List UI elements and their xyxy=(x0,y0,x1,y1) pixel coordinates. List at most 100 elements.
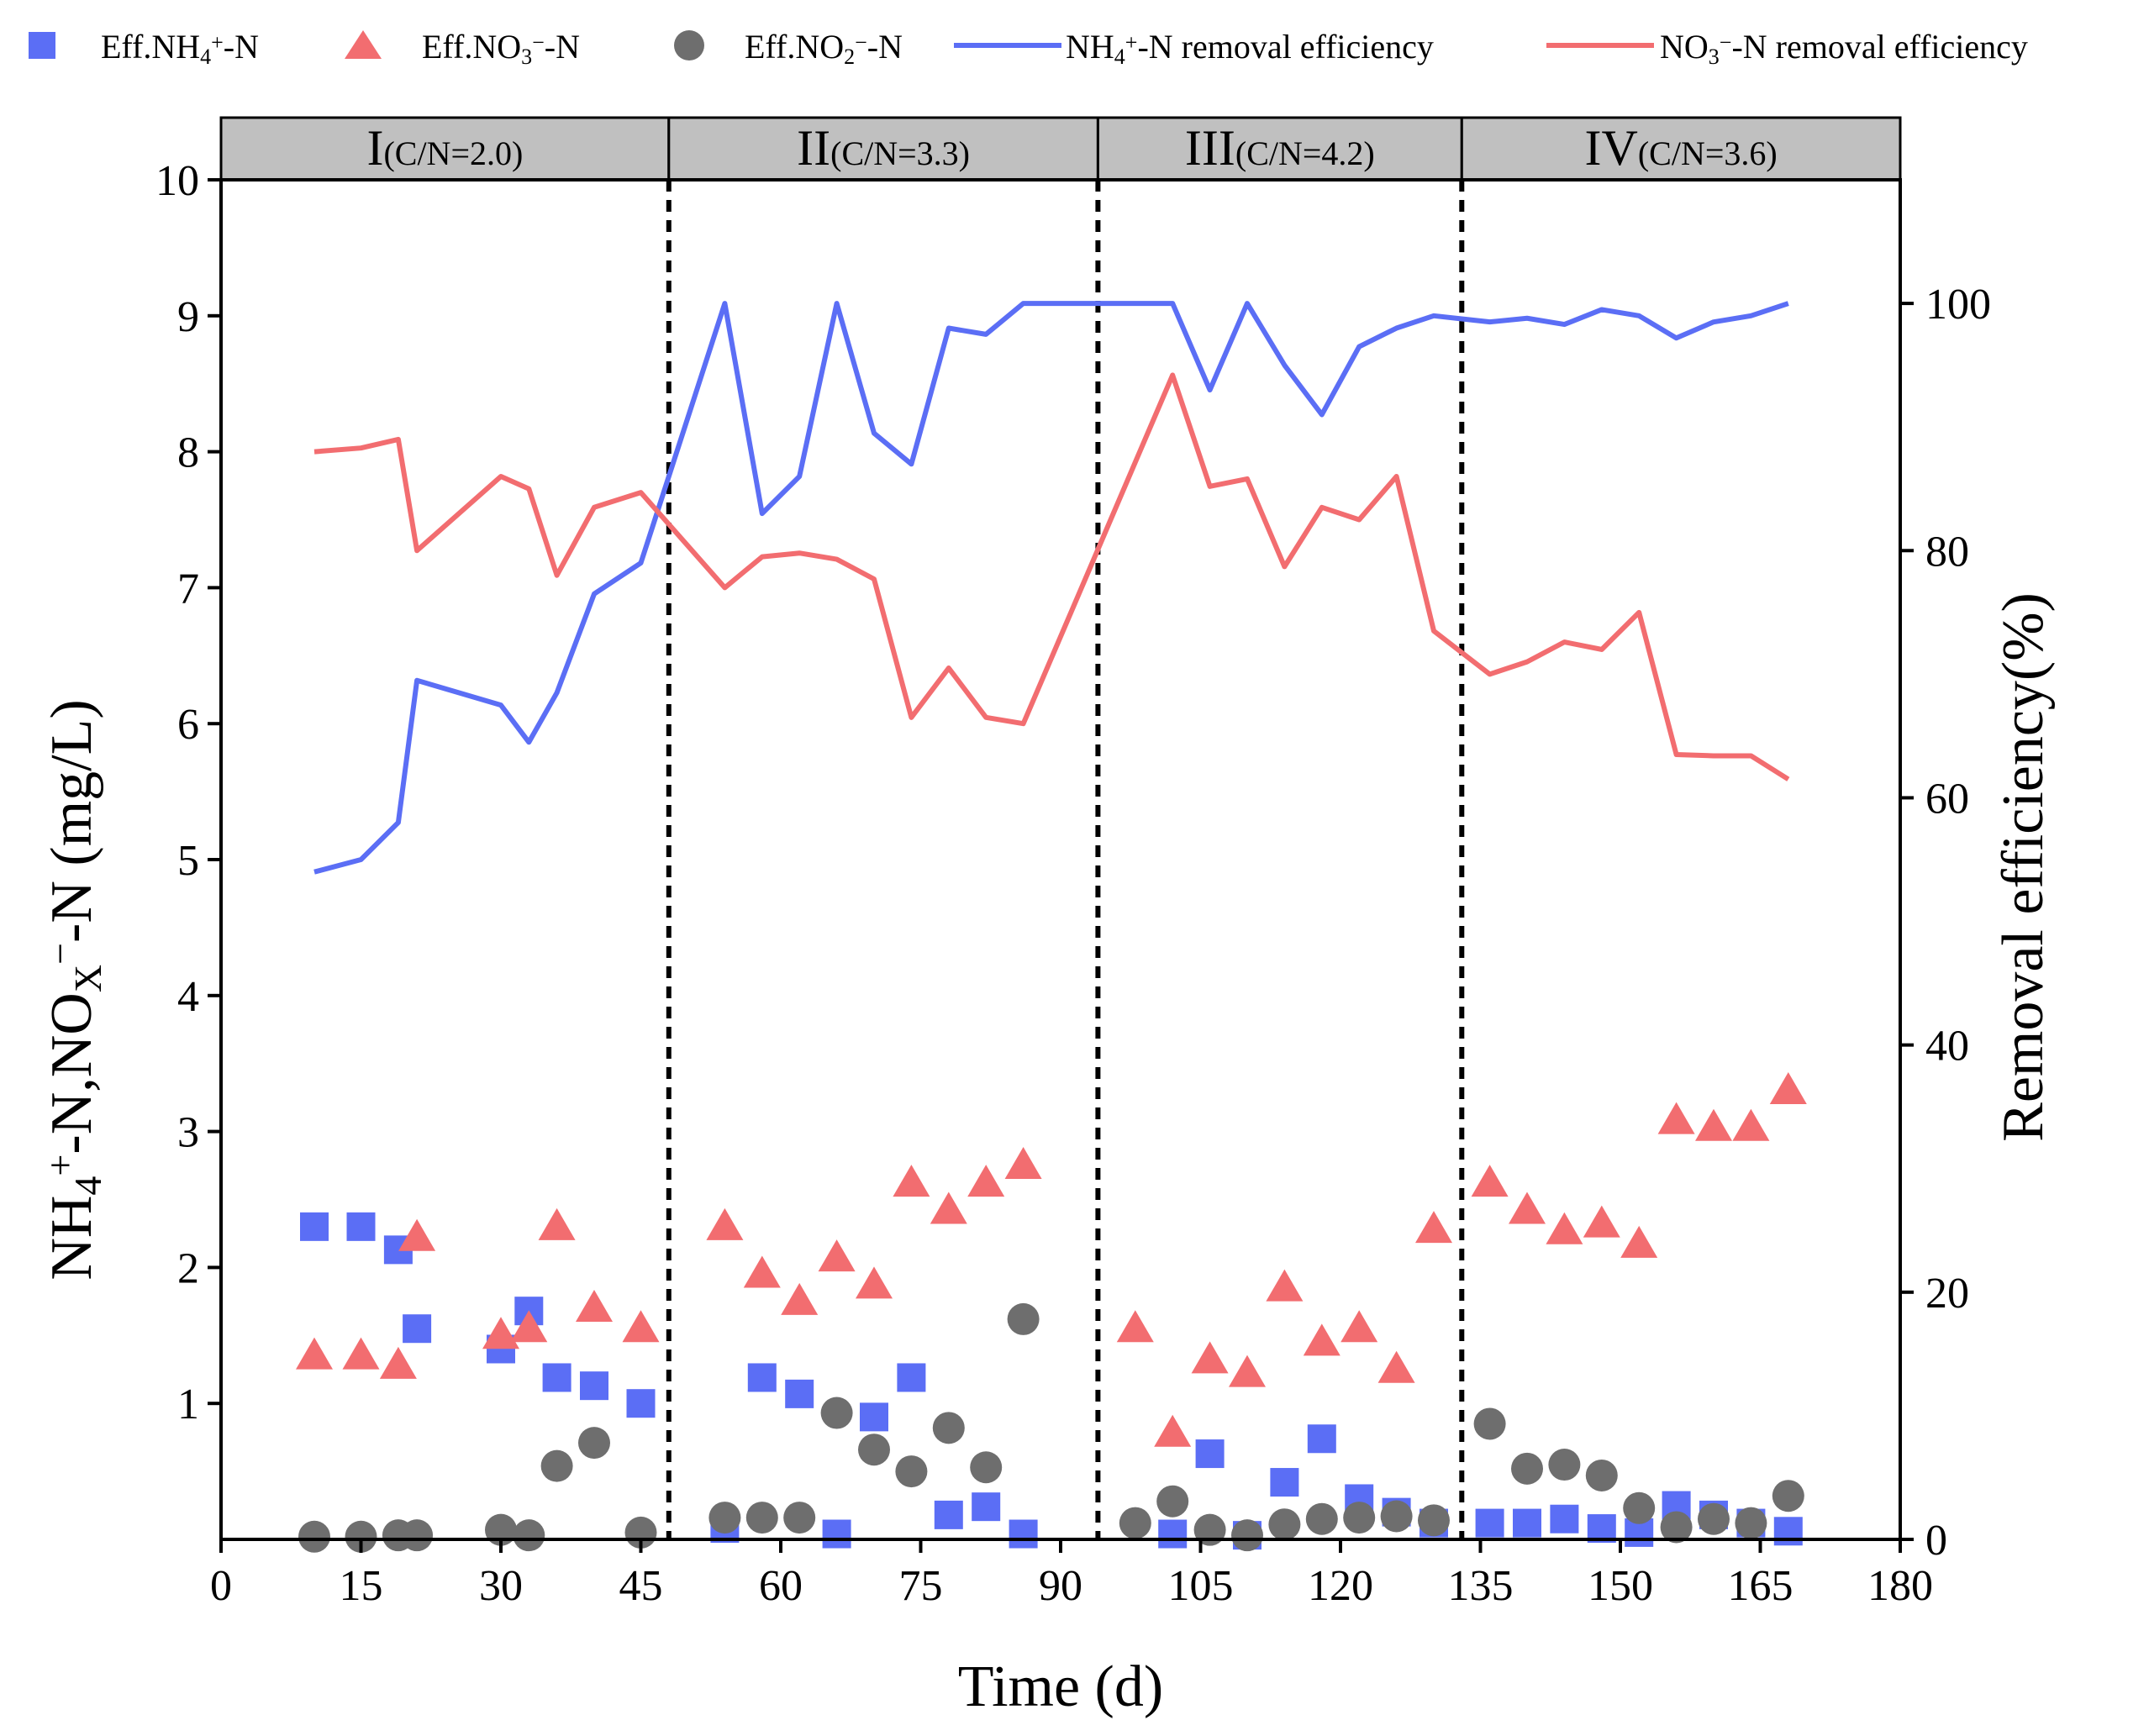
x-tick-label: 180 xyxy=(1867,1562,1933,1610)
nh4-point xyxy=(1475,1508,1504,1538)
no2-point xyxy=(513,1519,545,1552)
no3-point xyxy=(1657,1102,1695,1134)
y-right-tick-label: 40 xyxy=(1925,1023,1969,1071)
legend-label-no3-removal: NO3−-N removal efficiency xyxy=(1660,28,2028,69)
x-tick-label: 90 xyxy=(1039,1562,1082,1610)
x-tick-label: 0 xyxy=(210,1562,232,1610)
no2-point xyxy=(1007,1302,1040,1335)
no2-point xyxy=(1511,1452,1543,1485)
legend-marker-eff-nh4 xyxy=(29,32,55,59)
y-right-tick-label: 20 xyxy=(1925,1270,1969,1318)
nh4-point xyxy=(1773,1517,1803,1546)
no2-point xyxy=(345,1520,377,1553)
no2-point xyxy=(1623,1491,1656,1524)
no3-point xyxy=(538,1207,576,1240)
phase-label: II(C/N=3.3) xyxy=(797,120,970,176)
y-left-tick-label: 9 xyxy=(177,293,199,341)
plot-frame xyxy=(219,178,1902,1541)
no3-point xyxy=(482,1317,519,1349)
phase-label: IV(C/N=3.6) xyxy=(1585,120,1778,176)
no3-point xyxy=(510,1310,548,1343)
nh4-point xyxy=(1009,1519,1038,1549)
no3-point xyxy=(342,1337,380,1370)
no2-point xyxy=(1772,1480,1804,1512)
x-tick-label: 60 xyxy=(759,1562,803,1610)
no2-point xyxy=(1380,1500,1413,1533)
y-axis-title-left: NH4+-N,NOX−-N (mg/L) xyxy=(39,699,108,1280)
nh4-point xyxy=(934,1500,963,1529)
no2-point xyxy=(1585,1459,1618,1491)
no3-point xyxy=(967,1165,1005,1197)
axes: 0 15 30 45 60 75 90 105 120 135 150 165 180123456789… xyxy=(155,157,1991,1610)
no2-point xyxy=(783,1502,816,1534)
phase-band: I(C/N=2.0) II(C/N=3.3) III(C/N=4.2) IV(C/N=… xyxy=(219,116,1902,181)
y-right-tick-label: 0 xyxy=(1925,1517,1947,1565)
no2-point xyxy=(298,1520,330,1553)
no2-point xyxy=(1156,1485,1189,1518)
x-tick-label: 15 xyxy=(340,1562,383,1610)
no3-point xyxy=(1695,1108,1732,1141)
nh4-point xyxy=(972,1492,1001,1522)
x-tick-label: 165 xyxy=(1728,1562,1793,1610)
x-tick-label: 105 xyxy=(1168,1562,1234,1610)
y-axis-title-right: Removal efficiency(%) xyxy=(1991,592,2056,1142)
no2-point xyxy=(1343,1502,1376,1534)
no2-point xyxy=(932,1412,965,1444)
phase-label: III(C/N=4.2) xyxy=(1185,120,1375,176)
no3-point xyxy=(1340,1310,1378,1343)
legend: Eff.NH4+-N Eff.NO3−-N Eff.NO2−-N NH4+-N … xyxy=(29,28,2028,69)
x-tick-label: 150 xyxy=(1588,1562,1653,1610)
no3-point xyxy=(1471,1165,1509,1197)
x-tick-label: 135 xyxy=(1448,1562,1514,1610)
y-right-tick-label: 60 xyxy=(1925,775,1969,823)
nh4-point xyxy=(1158,1519,1188,1549)
no3-point xyxy=(1191,1341,1229,1374)
nh4-point xyxy=(580,1371,608,1401)
no3-point xyxy=(930,1192,967,1224)
no2-point xyxy=(1660,1511,1693,1544)
no2-point xyxy=(708,1502,741,1534)
phase-label: I(C/N=2.0) xyxy=(366,120,523,176)
y-left-tick-label: 1 xyxy=(177,1381,199,1428)
no2-point xyxy=(401,1519,434,1552)
nh4-point xyxy=(1550,1504,1579,1533)
no3-point xyxy=(1266,1269,1304,1302)
nh4-point xyxy=(1270,1468,1299,1497)
legend-marker-eff-no3 xyxy=(345,30,382,59)
nh4-point xyxy=(747,1363,777,1392)
no2-point xyxy=(858,1434,890,1466)
no2-point xyxy=(1698,1502,1730,1535)
no2-point xyxy=(1473,1407,1506,1440)
nh4-point xyxy=(346,1212,376,1241)
no2-point xyxy=(1231,1519,1263,1552)
x-tick-label: 45 xyxy=(619,1562,663,1610)
no2-point xyxy=(745,1502,778,1534)
nh4-point xyxy=(626,1389,656,1418)
y-left-tick-label: 3 xyxy=(177,1109,199,1157)
y-left-tick-label: 8 xyxy=(177,429,199,477)
no2-point xyxy=(1735,1507,1767,1539)
no3-point xyxy=(818,1239,856,1272)
legend-label-eff-nh4: Eff.NH4+-N xyxy=(101,28,259,69)
no2-point xyxy=(820,1397,853,1429)
phase-band-cell xyxy=(1460,116,1902,181)
no3-point xyxy=(622,1310,660,1343)
y-left-tick-label: 5 xyxy=(177,837,199,885)
y-left-tick-label: 7 xyxy=(177,565,199,613)
nh4-point xyxy=(897,1363,926,1392)
nh4-point xyxy=(403,1314,432,1344)
nh4-point xyxy=(1307,1424,1336,1454)
no3-point xyxy=(398,1218,436,1251)
nh4-point xyxy=(1513,1508,1541,1538)
nh4-point xyxy=(300,1212,329,1241)
no3-point xyxy=(1546,1212,1583,1244)
no2-point xyxy=(1268,1508,1301,1541)
legend-marker-eff-no2 xyxy=(674,30,704,60)
no3-point xyxy=(1769,1072,1807,1105)
no3-point xyxy=(379,1346,417,1379)
x-axis-title: Time (d) xyxy=(958,1654,1163,1719)
legend-label-nh4-removal: NH4+-N removal efficiency xyxy=(1066,28,1434,69)
no3-point xyxy=(1620,1225,1658,1258)
legend-label-eff-no3: Eff.NO3−-N xyxy=(422,28,580,69)
